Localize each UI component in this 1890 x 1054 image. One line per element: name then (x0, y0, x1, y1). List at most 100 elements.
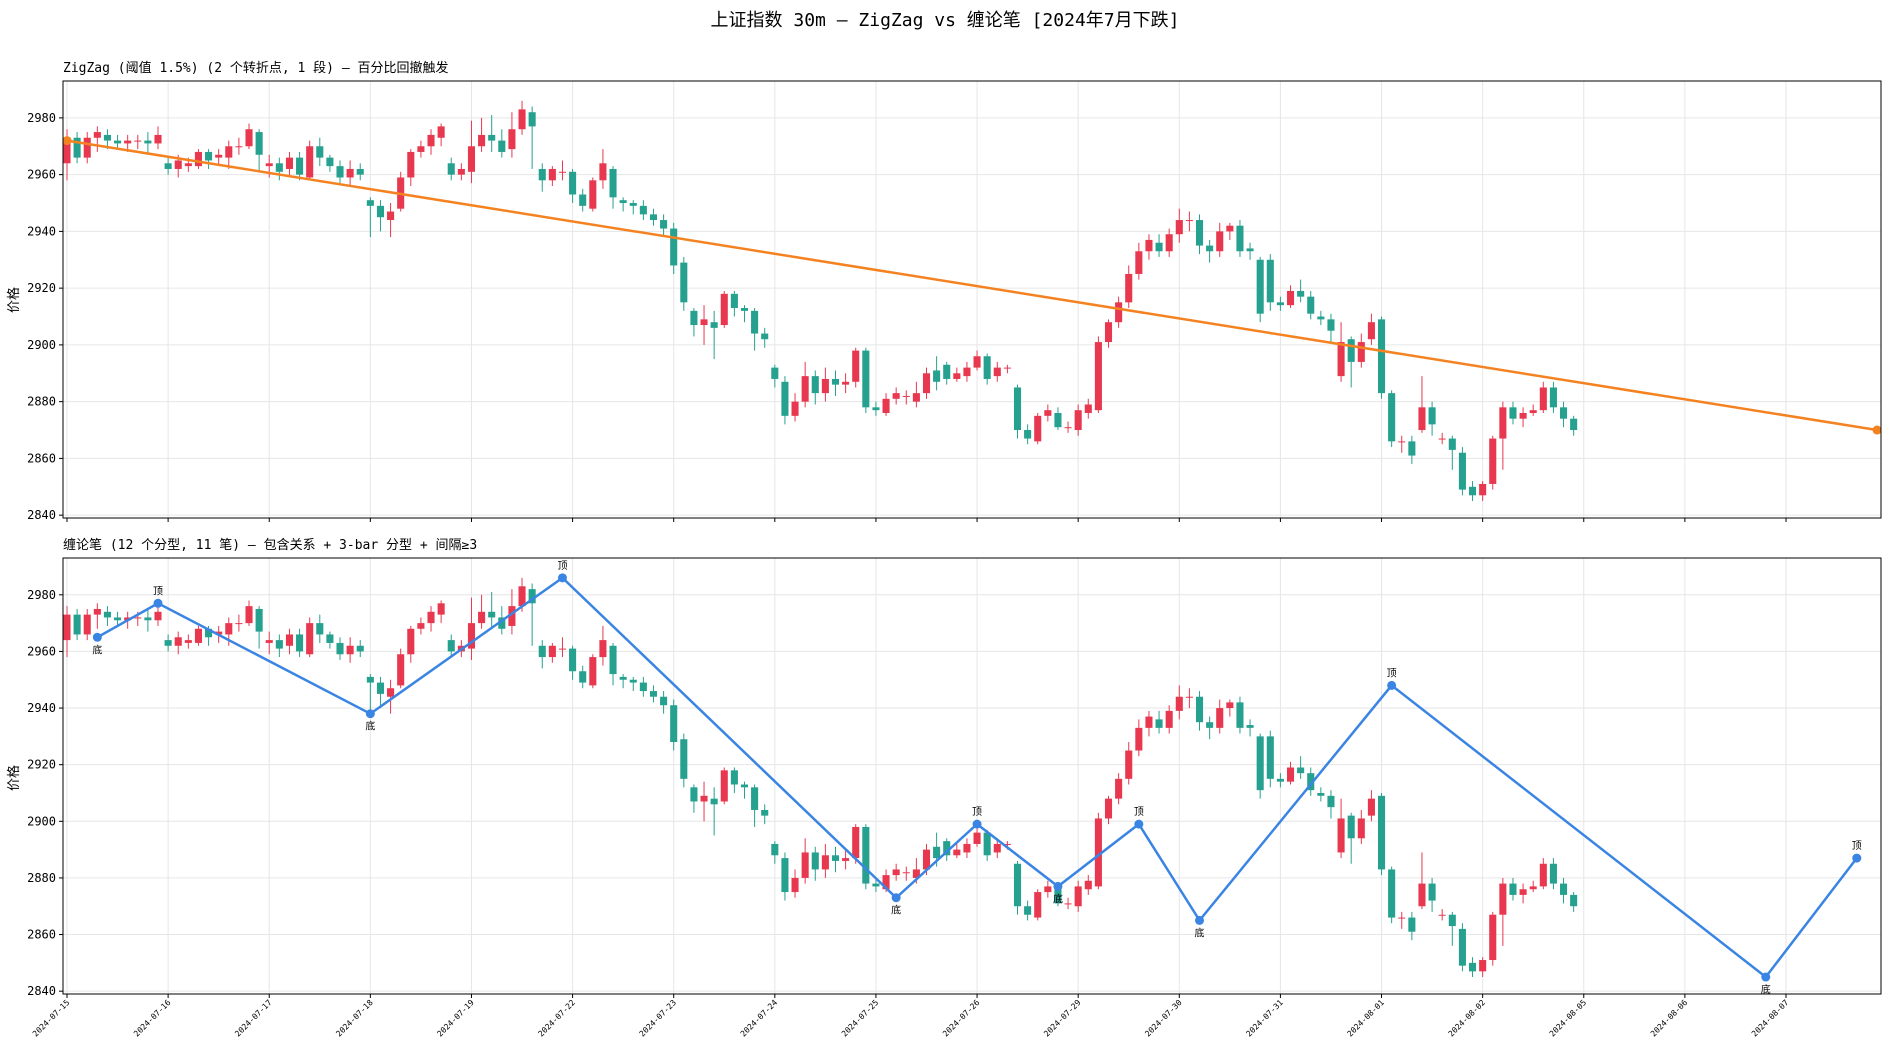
fractal-point (1053, 881, 1063, 891)
candle-down (1024, 430, 1032, 439)
figure-title: 上证指数 30m — ZigZag vs 缠论笔 [2024年7月下跌] (711, 10, 1180, 31)
candle-down (983, 832, 991, 856)
y-tick-label: 2920 (27, 281, 56, 295)
candle-down (1559, 407, 1568, 419)
zigzag-axes: 2840 2860 2880 2900 2920 2940 2960 2980 (27, 80, 1882, 522)
candle-up (801, 852, 809, 878)
candle-up (589, 657, 597, 686)
candle-up (346, 168, 354, 178)
candle-down (336, 642, 344, 655)
candle-down (376, 205, 385, 218)
x-date-label: 2024-07-19 (435, 998, 476, 1039)
candle-down (114, 140, 122, 144)
candle-down (1458, 452, 1466, 490)
candle-down (1155, 242, 1163, 252)
candle-down (680, 262, 688, 303)
x-date-label: 2024-07-29 (1042, 998, 1083, 1039)
y-tick-label: 2980 (27, 111, 56, 125)
candle-down (1266, 259, 1274, 303)
candle-down (1388, 869, 1396, 918)
candle-up (417, 146, 425, 152)
candle-down (660, 220, 668, 229)
zigzag-line (66, 139, 1878, 432)
candle-down (366, 676, 374, 683)
candle-down (1246, 248, 1254, 252)
fractal-point (972, 819, 982, 829)
candle-down (114, 617, 122, 621)
candle-up (437, 126, 445, 138)
zigzag-grid (63, 81, 1881, 518)
candle-up (63, 137, 71, 164)
candle-up (518, 586, 526, 607)
candle-up (963, 843, 971, 853)
y-tick-label: 2900 (27, 814, 56, 828)
candle-down (1377, 795, 1386, 870)
candle-down (933, 370, 941, 382)
candle-up (1367, 322, 1375, 340)
candle-down (1054, 889, 1062, 904)
candle-down (275, 640, 283, 649)
candle-down (1549, 387, 1557, 408)
candle-up (235, 623, 243, 625)
candle-up (1145, 716, 1153, 728)
candle-up (1094, 342, 1102, 411)
candle-up (174, 160, 182, 169)
candle-up (508, 606, 516, 626)
candle-down (1256, 736, 1264, 791)
zigzag-turning-point (1872, 425, 1882, 435)
candle-down (1206, 245, 1214, 252)
candle-down (983, 356, 991, 379)
candle-up (478, 134, 486, 147)
candle-up (306, 146, 314, 178)
x-date-label: 2024-07-16 (132, 998, 173, 1039)
candle-up (63, 614, 71, 641)
bi-panel: 缠论笔 (12 个分型, 11 笔) — 包含关系 + 3-bar 分型 + 间… (6, 537, 1882, 998)
candle-down (1549, 863, 1557, 884)
candle-down (1236, 702, 1244, 728)
candle-down (862, 826, 870, 884)
fractal-point (153, 598, 163, 608)
candle-down (1195, 220, 1204, 246)
candle-down (144, 140, 152, 144)
candle-up (427, 134, 435, 147)
candle-up (387, 688, 395, 697)
candle-up (346, 645, 354, 655)
fractal-point (1761, 972, 1771, 982)
zigzag-panel: ZigZag (阈值 1.5%) (2 个转折点, 1 段) — 百分比回撤触发… (6, 60, 1882, 522)
candle-down (205, 628, 213, 638)
candle-down (1054, 413, 1062, 428)
candle-up (1104, 322, 1113, 343)
candle-down (447, 640, 455, 652)
candle-up (1226, 225, 1234, 232)
candle-down (781, 858, 789, 893)
candle-up (154, 134, 162, 144)
candle-up (1499, 407, 1507, 439)
candle-down (649, 214, 658, 221)
candle-down (761, 333, 769, 340)
candle-down (649, 691, 658, 697)
candle-down (498, 617, 506, 629)
candle-down (376, 682, 385, 694)
bi-candles (63, 577, 1578, 978)
candle-up (93, 132, 101, 138)
candle-up (407, 151, 415, 178)
candle-up (417, 623, 425, 629)
candle-up (397, 654, 405, 686)
fractal-top-label: 顶 (1387, 667, 1397, 679)
candle-down (710, 322, 718, 328)
y-tick-label: 2840 (27, 984, 56, 998)
candle-down (943, 364, 951, 379)
candle-up (1125, 273, 1133, 303)
candle-down (73, 614, 81, 635)
candle-up (1479, 483, 1487, 496)
y-tick-label: 2980 (27, 588, 56, 602)
fractal-bottom-label: 底 (1053, 892, 1063, 905)
candle-up (1286, 290, 1295, 306)
x-date-label: 2024-07-22 (537, 998, 578, 1039)
fractal-top-label: 顶 (153, 585, 163, 597)
candle-up (1226, 702, 1234, 709)
candle-up (1165, 710, 1173, 728)
candle-down (781, 381, 789, 416)
candle-up (437, 603, 445, 615)
